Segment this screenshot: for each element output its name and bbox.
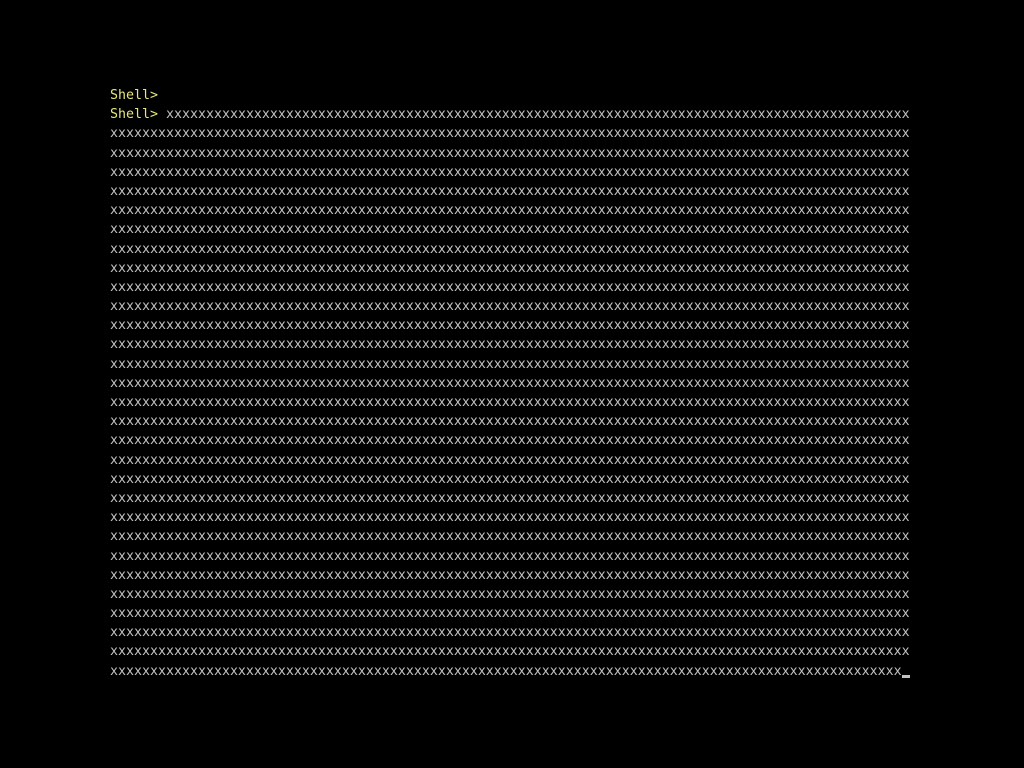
text-cursor [901, 674, 910, 678]
command-text: xxxxxxxxxxxxxxxxxxxxxxxxxxxxxxxxxxxxxxxx… [110, 241, 910, 257]
command-text: xxxxxxxxxxxxxxxxxxxxxxxxxxxxxxxxxxxxxxxx… [110, 260, 910, 276]
terminal-line: xxxxxxxxxxxxxxxxxxxxxxxxxxxxxxxxxxxxxxxx… [110, 163, 916, 182]
terminal-line: xxxxxxxxxxxxxxxxxxxxxxxxxxxxxxxxxxxxxxxx… [110, 297, 916, 316]
terminal-line: xxxxxxxxxxxxxxxxxxxxxxxxxxxxxxxxxxxxxxxx… [110, 451, 916, 470]
command-text: xxxxxxxxxxxxxxxxxxxxxxxxxxxxxxxxxxxxxxxx… [110, 548, 910, 564]
terminal-line: xxxxxxxxxxxxxxxxxxxxxxxxxxxxxxxxxxxxxxxx… [110, 259, 916, 278]
terminal-line: xxxxxxxxxxxxxxxxxxxxxxxxxxxxxxxxxxxxxxxx… [110, 335, 916, 354]
terminal-line: xxxxxxxxxxxxxxxxxxxxxxxxxxxxxxxxxxxxxxxx… [110, 374, 916, 393]
terminal-line: xxxxxxxxxxxxxxxxxxxxxxxxxxxxxxxxxxxxxxxx… [110, 662, 916, 681]
command-text: xxxxxxxxxxxxxxxxxxxxxxxxxxxxxxxxxxxxxxxx… [157, 107, 910, 123]
terminal-line: xxxxxxxxxxxxxxxxxxxxxxxxxxxxxxxxxxxxxxxx… [110, 316, 916, 335]
terminal-line: xxxxxxxxxxxxxxxxxxxxxxxxxxxxxxxxxxxxxxxx… [110, 355, 916, 374]
terminal-line: xxxxxxxxxxxxxxxxxxxxxxxxxxxxxxxxxxxxxxxx… [110, 566, 916, 585]
command-text: xxxxxxxxxxxxxxxxxxxxxxxxxxxxxxxxxxxxxxxx… [110, 318, 910, 334]
terminal-line: xxxxxxxxxxxxxxxxxxxxxxxxxxxxxxxxxxxxxxxx… [110, 240, 916, 259]
shell-prompt: Shell> [110, 88, 158, 103]
command-text: xxxxxxxxxxxxxxxxxxxxxxxxxxxxxxxxxxxxxxxx… [110, 433, 910, 449]
terminal-line: Shell> [110, 86, 916, 105]
command-text: xxxxxxxxxxxxxxxxxxxxxxxxxxxxxxxxxxxxxxxx… [110, 625, 910, 641]
terminal-line: Shell> xxxxxxxxxxxxxxxxxxxxxxxxxxxxxxxxx… [110, 105, 916, 124]
terminal-line: xxxxxxxxxxxxxxxxxxxxxxxxxxxxxxxxxxxxxxxx… [110, 470, 916, 489]
terminal-line: xxxxxxxxxxxxxxxxxxxxxxxxxxxxxxxxxxxxxxxx… [110, 220, 916, 239]
terminal-line: xxxxxxxxxxxxxxxxxxxxxxxxxxxxxxxxxxxxxxxx… [110, 393, 916, 412]
terminal-line: xxxxxxxxxxxxxxxxxxxxxxxxxxxxxxxxxxxxxxxx… [110, 547, 916, 566]
command-text: xxxxxxxxxxxxxxxxxxxxxxxxxxxxxxxxxxxxxxxx… [110, 337, 910, 353]
command-text: xxxxxxxxxxxxxxxxxxxxxxxxxxxxxxxxxxxxxxxx… [110, 356, 910, 372]
command-text: xxxxxxxxxxxxxxxxxxxxxxxxxxxxxxxxxxxxxxxx… [110, 164, 910, 180]
command-text: xxxxxxxxxxxxxxxxxxxxxxxxxxxxxxxxxxxxxxxx… [110, 183, 910, 199]
terminal-line: xxxxxxxxxxxxxxxxxxxxxxxxxxxxxxxxxxxxxxxx… [110, 489, 916, 508]
command-text: xxxxxxxxxxxxxxxxxxxxxxxxxxxxxxxxxxxxxxxx… [110, 126, 910, 142]
command-text: xxxxxxxxxxxxxxxxxxxxxxxxxxxxxxxxxxxxxxxx… [110, 375, 910, 391]
command-text: xxxxxxxxxxxxxxxxxxxxxxxxxxxxxxxxxxxxxxxx… [110, 203, 910, 219]
command-text: xxxxxxxxxxxxxxxxxxxxxxxxxxxxxxxxxxxxxxxx… [110, 490, 910, 506]
terminal-line: xxxxxxxxxxxxxxxxxxxxxxxxxxxxxxxxxxxxxxxx… [110, 412, 916, 431]
terminal-line: xxxxxxxxxxxxxxxxxxxxxxxxxxxxxxxxxxxxxxxx… [110, 431, 916, 450]
command-text: xxxxxxxxxxxxxxxxxxxxxxxxxxxxxxxxxxxxxxxx… [110, 471, 910, 487]
command-text: xxxxxxxxxxxxxxxxxxxxxxxxxxxxxxxxxxxxxxxx… [110, 452, 910, 468]
command-text: xxxxxxxxxxxxxxxxxxxxxxxxxxxxxxxxxxxxxxxx… [110, 299, 910, 315]
terminal-screen[interactable]: Shell> Shell> xxxxxxxxxxxxxxxxxxxxxxxxxxx… [110, 86, 916, 681]
command-text: xxxxxxxxxxxxxxxxxxxxxxxxxxxxxxxxxxxxxxxx… [110, 529, 910, 545]
command-text: xxxxxxxxxxxxxxxxxxxxxxxxxxxxxxxxxxxxxxxx… [110, 586, 910, 602]
command-text: xxxxxxxxxxxxxxxxxxxxxxxxxxxxxxxxxxxxxxxx… [110, 644, 910, 660]
terminal-line: xxxxxxxxxxxxxxxxxxxxxxxxxxxxxxxxxxxxxxxx… [110, 144, 916, 163]
command-text: xxxxxxxxxxxxxxxxxxxxxxxxxxxxxxxxxxxxxxxx… [110, 222, 910, 238]
command-text: xxxxxxxxxxxxxxxxxxxxxxxxxxxxxxxxxxxxxxxx… [110, 567, 910, 583]
command-text: xxxxxxxxxxxxxxxxxxxxxxxxxxxxxxxxxxxxxxxx… [110, 606, 910, 622]
terminal-line: xxxxxxxxxxxxxxxxxxxxxxxxxxxxxxxxxxxxxxxx… [110, 508, 916, 527]
terminal-line: xxxxxxxxxxxxxxxxxxxxxxxxxxxxxxxxxxxxxxxx… [110, 124, 916, 143]
terminal-line: xxxxxxxxxxxxxxxxxxxxxxxxxxxxxxxxxxxxxxxx… [110, 585, 916, 604]
terminal-line: xxxxxxxxxxxxxxxxxxxxxxxxxxxxxxxxxxxxxxxx… [110, 278, 916, 297]
command-text: xxxxxxxxxxxxxxxxxxxxxxxxxxxxxxxxxxxxxxxx… [110, 510, 910, 526]
terminal-line: xxxxxxxxxxxxxxxxxxxxxxxxxxxxxxxxxxxxxxxx… [110, 623, 916, 642]
shell-prompt: Shell> [110, 107, 158, 123]
terminal-line: xxxxxxxxxxxxxxxxxxxxxxxxxxxxxxxxxxxxxxxx… [110, 527, 916, 546]
command-text: xxxxxxxxxxxxxxxxxxxxxxxxxxxxxxxxxxxxxxxx… [110, 395, 910, 410]
terminal-line: xxxxxxxxxxxxxxxxxxxxxxxxxxxxxxxxxxxxxxxx… [110, 642, 916, 661]
terminal-line: xxxxxxxxxxxxxxxxxxxxxxxxxxxxxxxxxxxxxxxx… [110, 201, 916, 220]
command-text: xxxxxxxxxxxxxxxxxxxxxxxxxxxxxxxxxxxxxxxx… [110, 663, 902, 679]
command-text: xxxxxxxxxxxxxxxxxxxxxxxxxxxxxxxxxxxxxxxx… [110, 145, 910, 161]
command-text: xxxxxxxxxxxxxxxxxxxxxxxxxxxxxxxxxxxxxxxx… [110, 279, 910, 295]
terminal-line: xxxxxxxxxxxxxxxxxxxxxxxxxxxxxxxxxxxxxxxx… [110, 182, 916, 201]
command-text: xxxxxxxxxxxxxxxxxxxxxxxxxxxxxxxxxxxxxxxx… [110, 414, 910, 430]
terminal-line: xxxxxxxxxxxxxxxxxxxxxxxxxxxxxxxxxxxxxxxx… [110, 604, 916, 623]
